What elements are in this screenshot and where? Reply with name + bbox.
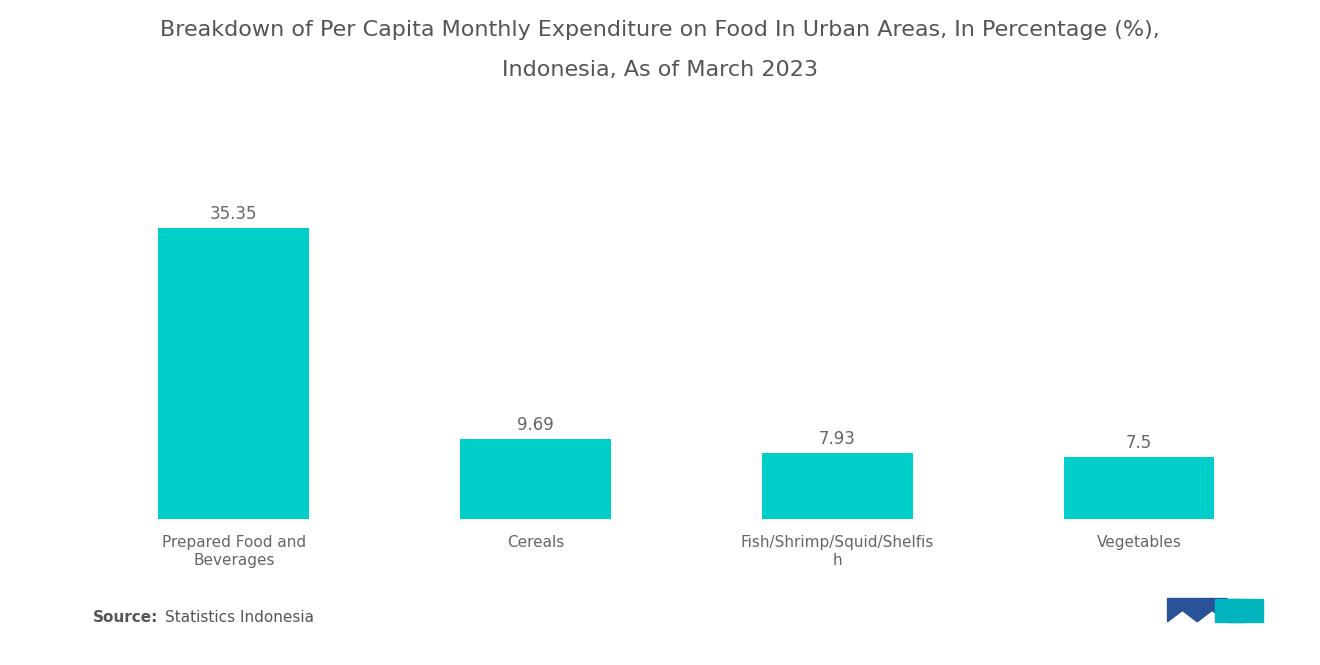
Polygon shape [1214, 598, 1245, 622]
Text: Indonesia, As of March 2023: Indonesia, As of March 2023 [502, 60, 818, 80]
Text: 7.93: 7.93 [818, 430, 855, 448]
Bar [1064, 457, 1214, 519]
Polygon shape [1167, 598, 1197, 622]
Text: Source:: Source: [92, 610, 158, 625]
Text: Statistics Indonesia: Statistics Indonesia [165, 610, 314, 625]
Bar [762, 454, 912, 519]
Bar [461, 439, 611, 519]
Text: 7.5: 7.5 [1126, 434, 1152, 452]
Polygon shape [1197, 598, 1226, 622]
Polygon shape [1226, 598, 1262, 622]
Text: Breakdown of Per Capita Monthly Expenditure on Food In Urban Areas, In Percentag: Breakdown of Per Capita Monthly Expendit… [160, 20, 1160, 40]
Text: 35.35: 35.35 [210, 205, 257, 223]
Bar [158, 227, 309, 519]
Text: 9.69: 9.69 [517, 416, 554, 434]
